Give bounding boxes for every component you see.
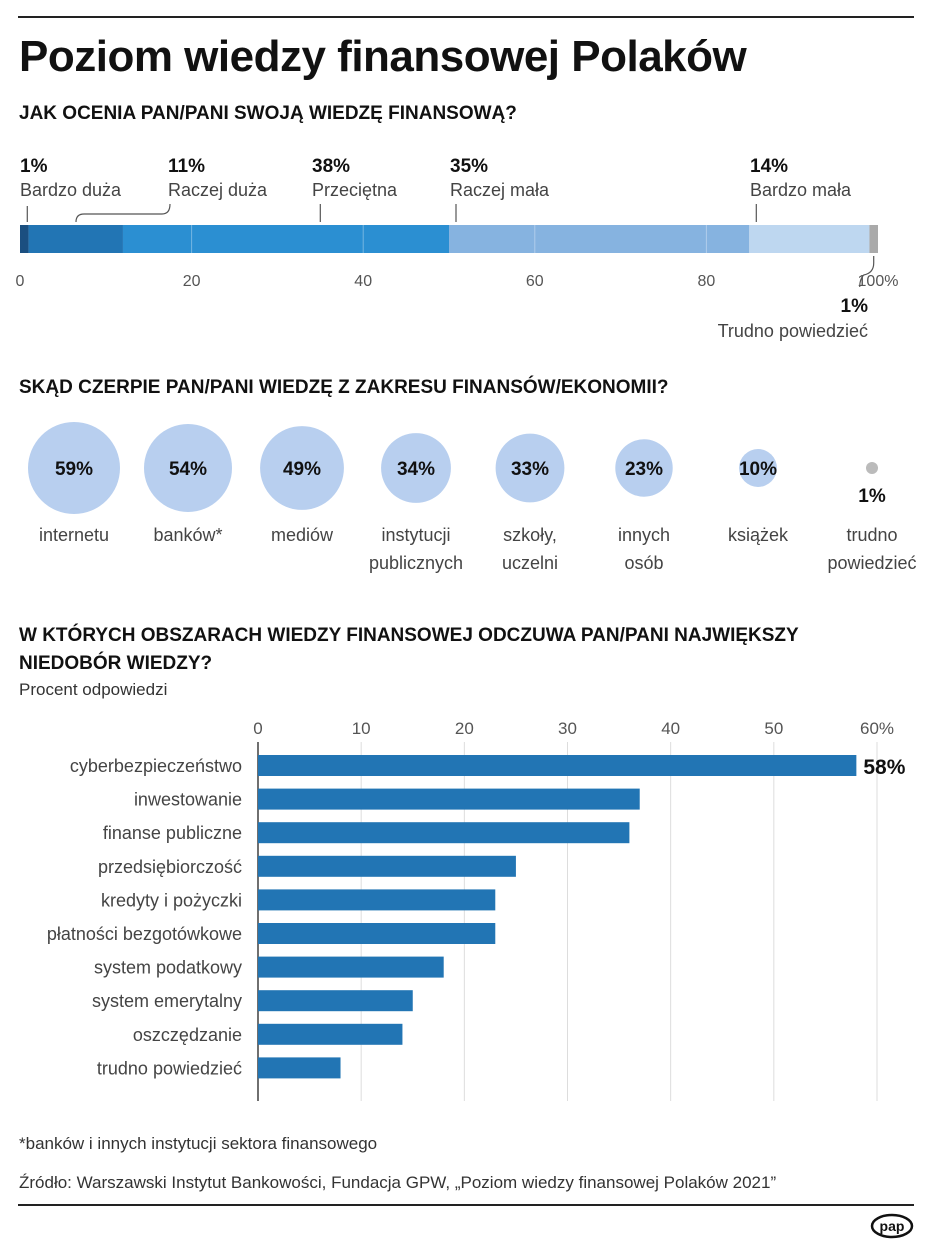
rating-label-1: Raczej duża [168, 180, 268, 200]
source-label-0-0: internetu [39, 525, 109, 545]
source-value-0: 59% [55, 459, 93, 480]
pap-logo: pap [870, 1213, 914, 1239]
source-note: Źródło: Warszawski Instytut Bankowości, … [19, 1173, 777, 1192]
gap-bar-4 [258, 889, 496, 911]
gap-category-5: płatności bezgotówkowe [47, 924, 242, 944]
rating-value-1: 11% [168, 156, 205, 177]
source-label-3-0: instytucji [381, 525, 450, 545]
source-bubble-1 [143, 423, 233, 513]
rating-segment-4 [749, 225, 870, 253]
source-bubble-6 [739, 449, 777, 487]
gap-category-7: system emerytalny [92, 991, 242, 1011]
source-label-4-0: szkoły, [503, 525, 557, 545]
rating-leader-1 [75, 203, 171, 223]
gap-category-8: oszczędzanie [133, 1025, 242, 1045]
section-3-title: W KTÓRYCH OBSZARACH WIEDZY FINANSOWEJ OD… [19, 625, 799, 674]
rating-tick-1: 20 [183, 273, 201, 290]
rating-label-0: Bardzo duża [20, 180, 122, 200]
gap-category-4: kredyty i pożyczki [101, 890, 242, 910]
gap-tick-0: 0 [253, 719, 262, 738]
knowledge-sources-chart: 59% internetu 54% banków* 49% mediów 34% instyt… [28, 422, 917, 573]
pap-logo-text: pap [880, 1218, 905, 1234]
rating-label-5: Trudno powiedzieć [718, 321, 868, 341]
source-value-5: 23% [625, 459, 663, 480]
gap-tick-3: 30 [558, 719, 577, 738]
gap-bar-0 [258, 755, 857, 776]
footnote: *banków i innych instytucji sektora fina… [19, 1134, 378, 1153]
source-label-4-1: uczelni [502, 553, 558, 573]
source-label-7-1: powiedzieć [827, 553, 916, 573]
gap-tick-4: 40 [661, 719, 680, 738]
rating-leader-5 [859, 256, 875, 288]
source-bubble-7 [866, 462, 878, 474]
source-bubble-4 [495, 433, 565, 503]
source-bubble-2 [260, 426, 344, 510]
source-bubble-5 [615, 439, 673, 497]
source-label-2-0: mediów [271, 525, 334, 545]
gap-tick-1: 10 [352, 719, 371, 738]
source-label-1-0: banków* [153, 525, 222, 545]
rating-segment-3 [449, 225, 750, 253]
gap-bar-3 [258, 855, 516, 877]
source-label-7-0: trudno [846, 525, 897, 545]
rating-value-0: 1% [20, 156, 48, 177]
section-1-title: JAK OCENIA PAN/PANI SWOJĄ WIEDZĘ FINANSO… [19, 103, 517, 124]
rating-segment-5 [869, 225, 878, 253]
source-bubble-0 [28, 422, 120, 514]
rating-segment-0 [20, 225, 29, 253]
source-label-5-0: innych [618, 525, 670, 545]
gap-bar-7 [258, 990, 413, 1012]
source-value-6: 10% [739, 459, 777, 480]
page-title: Poziom wiedzy finansowej Polaków [19, 32, 747, 81]
gap-category-6: system podatkowy [94, 958, 242, 978]
rating-tick-2: 40 [354, 273, 372, 290]
gap-value-0: 58% [863, 756, 905, 779]
source-value-2: 49% [283, 459, 321, 480]
bottom-rule [18, 1204, 914, 1206]
source-value-4: 33% [511, 459, 549, 480]
rating-label-2: Przeciętna [312, 180, 398, 200]
rating-tick-0: 0 [16, 273, 25, 290]
source-label-6-0: książek [728, 525, 789, 545]
rating-segment-2 [122, 225, 450, 253]
rating-value-5: 1% [841, 296, 869, 317]
gap-tick-6: 60% [860, 719, 894, 738]
gap-bar-6 [258, 956, 444, 978]
gap-category-9: trudno powiedzieć [97, 1058, 242, 1078]
gap-tick-2: 20 [455, 719, 474, 738]
rating-tick-3: 60 [526, 273, 544, 290]
chart-3-subtitle: Procent odpowiedzi [19, 680, 168, 699]
rating-tick-5: 100% [858, 273, 899, 290]
rating-value-2: 38% [312, 156, 350, 177]
gap-tick-5: 50 [764, 719, 783, 738]
rating-segment-1 [28, 225, 123, 253]
rating-label-3: Raczej mała [450, 180, 550, 200]
source-label-5-1: osób [624, 553, 663, 573]
top-rule [18, 16, 914, 18]
rating-tick-4: 80 [698, 273, 716, 290]
gap-bar-1 [258, 788, 640, 810]
rating-value-3: 35% [450, 156, 488, 177]
gap-bar-5 [258, 923, 496, 944]
knowledge-rating-chart: 0 20 40 60 80 100% 1% Bardzo duża 11% Raczej duża… [16, 156, 899, 341]
section-2-title: SKĄD CZERPIE PAN/PANI WIEDZĘ Z ZAKRESU F… [19, 377, 669, 398]
source-bubble-3 [381, 433, 451, 503]
source-value-7: 1% [858, 486, 886, 507]
gap-bar-9 [258, 1057, 341, 1079]
rating-label-4: Bardzo mała [750, 180, 852, 200]
gap-category-0: cyberbezpieczeństwo [70, 756, 242, 776]
rating-value-4: 14% [750, 156, 788, 177]
gap-category-3: przedsiębiorczość [98, 857, 242, 877]
gap-bar-8 [258, 1023, 403, 1045]
gap-category-2: finanse publiczne [103, 823, 242, 843]
source-value-1: 54% [169, 459, 207, 480]
source-value-3: 34% [397, 459, 435, 480]
knowledge-gaps-chart: 0 10 20 30 40 50 60% cyberbezpieczeństwo 58% inwe… [47, 719, 906, 1101]
gap-bar-2 [258, 822, 630, 844]
source-label-3-1: publicznych [369, 553, 463, 573]
gap-category-1: inwestowanie [134, 790, 242, 810]
